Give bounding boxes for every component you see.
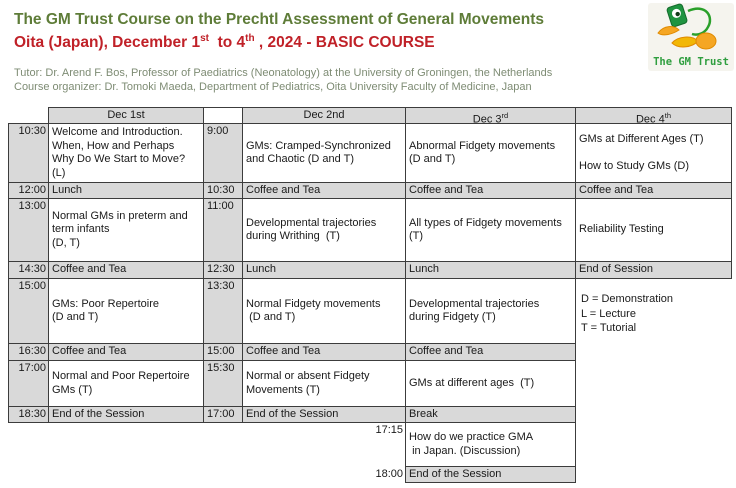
session-cell: End of the Session [48,406,204,423]
time-cell: 17:00 [203,406,243,423]
session-cell: End of the Session [405,466,576,483]
time-cell: 10:30 [8,123,49,183]
session-cell: GMs at different ages (T) [405,360,576,407]
session-cell: Coffee and Tea [48,343,204,361]
session-cell: End of the Session [242,406,406,423]
gm-trust-logo: The GM Trust [648,3,734,71]
time-cell: 12:30 [203,261,243,279]
page-title: The GM Trust Course on the Prechtl Asses… [14,11,544,28]
time-cell: 12:00 [8,182,49,199]
session-cell: Reliability Testing [575,198,732,262]
session-cell: Normal GMs in preterm and term infants (… [48,198,204,262]
floating-time: 17:15 [375,424,403,436]
session-cell: Coffee and Tea [242,343,406,361]
time-cell: 13:00 [8,198,49,262]
session-cell: Lunch [48,182,204,199]
session-cell: End of Session [575,261,732,279]
session-cell: Break [405,406,576,423]
header-dec-1: Dec 1st [48,107,204,124]
session-cell: Coffee and Tea [575,182,732,199]
gm-trust-baby-icon [657,3,717,50]
time-cell: 17:00 [8,360,49,407]
session-cell: Normal Fidgety movements (D and T) [242,278,406,344]
session-cell: All types of Fidgety movements (T) [405,198,576,262]
header-dec-4: Dec 4th [575,107,732,124]
session-cell: How do we practice GMA in Japan. (Discus… [405,422,576,467]
session-cell: Coffee and Tea [405,182,576,199]
session-cell: Lunch [405,261,576,279]
session-cell: Normal and Poor Repertoire GMs (T) [48,360,204,407]
time-cell: 18:30 [8,406,49,423]
header-spacer-cell [203,107,243,124]
logo-label: The GM Trust [653,56,729,68]
session-cell: Abnormal Fidgety movements (D and T) [405,123,576,183]
time-cell: 11:00 [203,198,243,262]
session-cell: Coffee and Tea [405,343,576,361]
floating-time: 18:00 [375,468,403,480]
time-cell: 13:30 [203,278,243,344]
header-dec-2: Dec 2nd [242,107,406,124]
time-cell: 16:30 [8,343,49,361]
time-cell: 10:30 [203,182,243,199]
session-cell: GMs: Cramped-Synchronized and Chaotic (D… [242,123,406,183]
session-cell: Coffee and Tea [48,261,204,279]
tutor-line: Tutor: Dr. Arend F. Bos, Professor of Pa… [14,67,553,79]
time-cell: 9:00 [203,123,243,183]
abbreviation-legend: D = Demonstration L = Lecture T = Tutori… [581,293,674,334]
session-cell: Developmental trajectories during Fidget… [405,278,576,344]
session-cell: Lunch [242,261,406,279]
time-cell: 15:00 [203,343,243,361]
time-cell: 14:30 [8,261,49,279]
organizer-line: Course organizer: Dr. Tomoki Maeda, Depa… [14,81,532,93]
session-cell: Coffee and Tea [242,182,406,199]
session-cell: Developmental trajectories during Writhi… [242,198,406,262]
session-cell: Normal or absent Fidgety Movements (T) [242,360,406,407]
time-cell: 15:30 [203,360,243,407]
header-dec-3: Dec 3rd [405,107,576,124]
session-cell: Welcome and Introduction. When, How and … [48,123,204,183]
time-cell: 15:00 [8,278,49,344]
session-cell: GMs: Poor Repertoire (D and T) [48,278,204,344]
session-cell: GMs at Different Ages (T) How to Study G… [575,123,732,183]
course-subtitle: Oita (Japan), December 1st to 4th , 2024… [14,33,435,52]
